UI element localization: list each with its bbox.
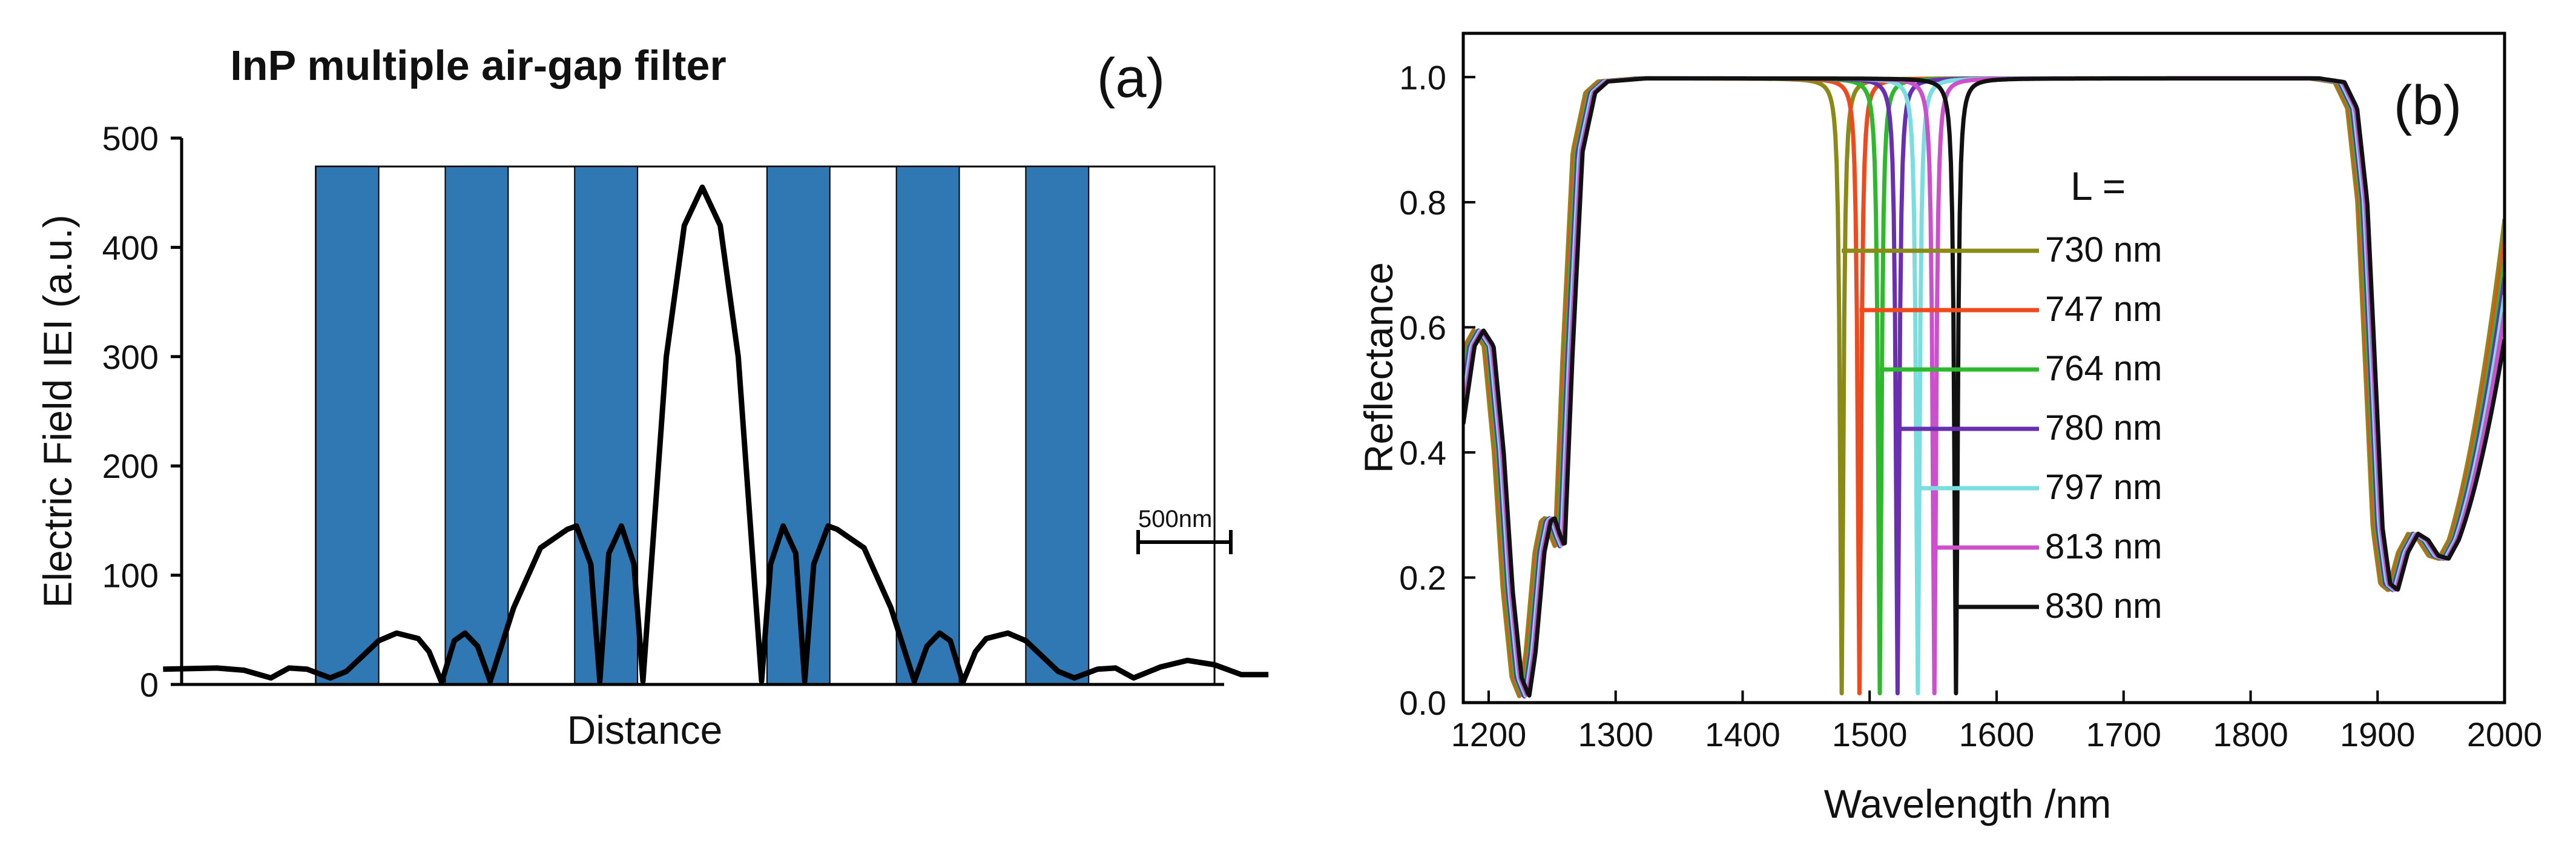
panel-a: 0 100 200 300 400 500 500nm InP multiple air-…	[35, 42, 1269, 752]
a-x-axis-label: Distance	[567, 707, 723, 752]
legend-label-830-nm: 830 nm	[2045, 586, 2162, 626]
b-y-tick-label-0.6: 0.6	[1399, 308, 1446, 346]
b-x-ticks: 1200 1300 1400 1500 1600 1700 1800 1900 2000	[1451, 691, 2543, 754]
b-x-tick-label-2000: 2000	[2467, 715, 2543, 754]
legend-label-780-nm: 780 nm	[2045, 408, 2162, 448]
a-y-tick-label-100: 100	[102, 557, 159, 595]
reflectance-curve-764-nm	[1463, 76, 2505, 697]
reflectance-curve-830-nm	[1463, 76, 2505, 698]
b-x-tick-label-1900: 1900	[2340, 715, 2416, 754]
b-y-tick-label-0.8: 0.8	[1399, 184, 1446, 222]
b-y-tick-label-0.2: 0.2	[1399, 558, 1446, 597]
layer-structure	[315, 165, 1216, 686]
b-y-tick-label-1.0: 1.0	[1399, 58, 1446, 96]
panel-b: 1200 1300 1400 1500 1600 1700 1800 1900 2000 0.0…	[1356, 31, 2543, 826]
a-y-tick-label-300: 300	[102, 338, 159, 376]
b-x-tick-label-1300: 1300	[1578, 715, 1653, 754]
b-x-tick-label-1200: 1200	[1451, 715, 1527, 754]
inp-layer-1	[315, 165, 380, 685]
b-panel-label: (b)	[2394, 75, 2462, 136]
legend-title: L =	[2070, 164, 2126, 208]
b-y-tick-label-0.0: 0.0	[1399, 684, 1446, 722]
reflectance-curve-780-nm	[1463, 76, 2505, 699]
b-y-ticks: 0.0 0.2 0.4 0.6 0.8 1.0	[1399, 58, 1475, 722]
scale-bar-label: 500nm	[1138, 506, 1212, 532]
legend-label-797-nm: 797 nm	[2045, 468, 2162, 507]
a-y-axis-label: Electric Field IEI (a.u.)	[35, 214, 80, 608]
inp-layer-5	[895, 165, 960, 685]
scale-bar: 500nm	[1136, 506, 1233, 554]
b-x-tick-label-1600: 1600	[1959, 715, 2035, 754]
a-y-ticks: 0 100 200 300 400 500	[102, 119, 182, 704]
a-y-tick-label-0: 0	[140, 666, 159, 704]
b-x-tick-label-1400: 1400	[1705, 715, 1780, 754]
reflectance-curve-730-nm	[1463, 76, 2505, 698]
b-x-tick-label-1800: 1800	[2213, 715, 2288, 754]
a-chart-title: InP multiple air-gap filter	[230, 42, 726, 89]
b-y-axis-label: Reflectance	[1356, 262, 1401, 474]
b-x-tick-label-1500: 1500	[1832, 715, 1908, 754]
inp-layer-2	[444, 165, 509, 685]
field-curve-group	[163, 184, 1269, 685]
legend-label-747-nm: 747 nm	[2045, 290, 2162, 329]
inp-layer-6	[1025, 165, 1090, 685]
a-panel-label: (a)	[1097, 47, 1165, 109]
reflectance-curve-813-nm	[1463, 76, 2505, 697]
reflectance-curve-797-nm	[1463, 76, 2505, 698]
reflectance-curve-747-nm	[1463, 76, 2505, 698]
b-plot-frame	[1461, 31, 2506, 704]
legend-label-730-nm: 730 nm	[2045, 230, 2162, 270]
a-y-tick-label-200: 200	[102, 447, 159, 485]
legend-label-764-nm: 764 nm	[2045, 349, 2162, 388]
legend: 730 nm 747 nm 764 nm 780 nm 797 nm 813 nm 830 …	[1842, 230, 2162, 626]
b-x-axis-label: Wavelength /nm	[1824, 781, 2111, 826]
reflectance-curves	[1463, 76, 2505, 699]
a-y-tick-label-500: 500	[102, 119, 159, 157]
field-curve-e-field	[163, 184, 1269, 685]
b-y-tick-label-0.4: 0.4	[1399, 434, 1446, 472]
legend-label-813-nm: 813 nm	[2045, 527, 2162, 566]
a-y-tick-label-400: 400	[102, 228, 159, 267]
b-x-tick-label-1700: 1700	[2086, 715, 2161, 754]
